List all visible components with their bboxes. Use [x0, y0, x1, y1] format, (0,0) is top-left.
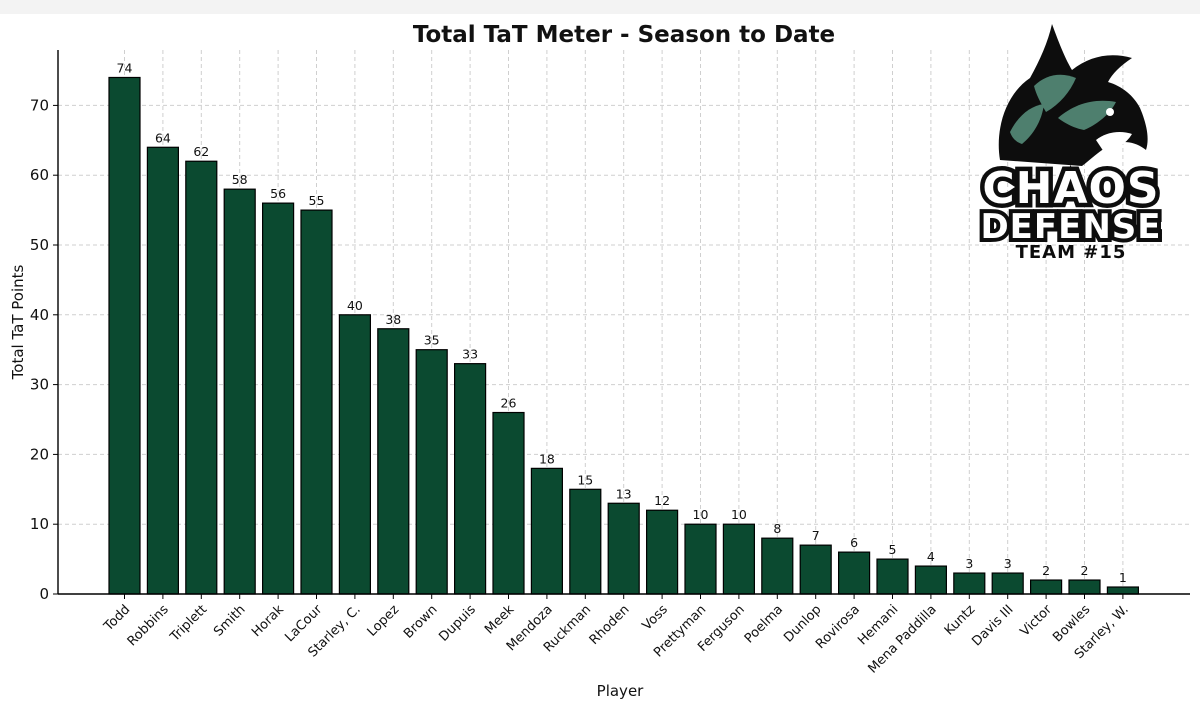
bar-value-label: 38	[385, 312, 401, 327]
x-tick-label: Triplett	[167, 602, 210, 645]
bar-value-label: 10	[731, 507, 747, 522]
logo-word-chaos: CHAOS	[982, 163, 1159, 214]
bar-value-label: 40	[347, 298, 363, 313]
bar-value-label: 13	[616, 486, 632, 501]
y-tick-label: 70	[30, 96, 49, 114]
x-axis-title: Player	[597, 682, 645, 700]
bar-value-label: 56	[270, 186, 286, 201]
bar-value-label: 64	[155, 130, 171, 145]
bars-layer	[108, 76, 1140, 595]
logo-word-defense: DEFENSE	[980, 207, 1161, 247]
bar	[185, 160, 218, 595]
x-tick-label: Robbins	[125, 602, 172, 649]
bar-value-label: 12	[654, 493, 670, 508]
bar-value-label: 3	[1004, 556, 1012, 571]
bar	[223, 188, 256, 595]
bar	[645, 509, 679, 595]
bar-value-label: 74	[117, 60, 133, 75]
y-tick-label: 40	[30, 306, 49, 324]
bar	[914, 565, 948, 595]
bar	[953, 572, 986, 595]
bar	[262, 202, 295, 595]
y-tick-label: 20	[30, 445, 49, 463]
bar-value-label: 6	[850, 535, 858, 550]
y-tick-label: 60	[30, 166, 49, 184]
bar-value-label: 26	[501, 396, 517, 411]
bar	[108, 76, 141, 595]
bar	[454, 363, 487, 595]
x-tick-label: Poelma	[742, 602, 786, 646]
logo-team-number: TEAM #15	[1016, 242, 1127, 263]
bar	[530, 467, 564, 595]
bar-value-label: 4	[927, 549, 935, 564]
y-tick-label: 30	[30, 376, 49, 394]
bar-value-label: 5	[889, 542, 897, 557]
bar	[146, 146, 179, 595]
x-tick-label: Kuntz	[942, 602, 978, 638]
team-logo: CHAOS DEFENSE TEAM #15	[976, 24, 1165, 263]
bar	[837, 551, 871, 595]
bar	[761, 537, 794, 595]
bar	[991, 572, 1024, 595]
bar-value-label: 7	[812, 528, 820, 543]
x-tick-label: Lopez	[365, 602, 403, 640]
bar-value-label: 8	[773, 521, 781, 536]
bar-value-label: 2	[1042, 563, 1050, 578]
bar-value-label: 15	[577, 472, 593, 487]
bar	[722, 523, 756, 595]
bar-value-label: 3	[965, 556, 973, 571]
bar	[799, 544, 832, 595]
x-tick-label: Dupuis	[436, 602, 479, 645]
x-tick-label: Smith	[211, 602, 248, 639]
y-tick-label: 50	[30, 236, 49, 254]
x-tick-label: Voss	[640, 602, 672, 634]
x-tick-label: Todd	[101, 602, 134, 635]
bar	[377, 328, 410, 595]
x-tick-label: Davis III	[969, 602, 1016, 649]
bar-value-label: 33	[462, 347, 478, 362]
bar-value-label: 18	[539, 451, 555, 466]
bar	[607, 502, 640, 595]
bar-value-label: 55	[309, 193, 325, 208]
x-tick-label: Meek	[482, 602, 518, 638]
x-tick-label: Mena Paddilla	[865, 602, 939, 676]
bar-value-label: 1	[1119, 570, 1127, 585]
bar-value-label: 2	[1081, 563, 1089, 578]
bar-value-label: 58	[232, 172, 248, 187]
bar	[1106, 586, 1140, 595]
x-tick-label: Brown	[401, 602, 440, 641]
bar	[492, 411, 525, 595]
bar-value-label: 62	[193, 144, 209, 159]
bar	[300, 209, 333, 595]
bar-value-label: 35	[424, 333, 440, 348]
bar	[338, 314, 371, 595]
y-axis-title: Total TaT Points	[9, 264, 27, 380]
bar	[569, 488, 602, 595]
y-ticks: 0 10 20 30 40 50 60 70	[30, 96, 58, 603]
bar-value-label: 10	[693, 507, 709, 522]
y-tick-label: 10	[30, 515, 49, 533]
bar	[415, 349, 448, 595]
top-strip	[0, 0, 1200, 14]
y-tick-label: 0	[39, 585, 49, 603]
dragon-head-icon	[998, 24, 1148, 166]
x-tick-label: Rhoden	[587, 602, 633, 648]
bar	[684, 523, 717, 595]
chart-title: Total TaT Meter - Season to Date	[413, 22, 835, 48]
bar	[876, 558, 909, 595]
bar	[1029, 579, 1063, 595]
bar	[1068, 579, 1101, 595]
